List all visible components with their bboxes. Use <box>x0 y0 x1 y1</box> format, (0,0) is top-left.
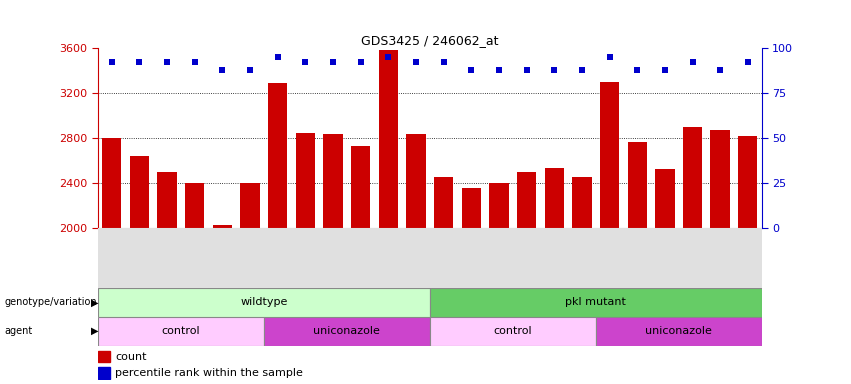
Bar <box>683 127 702 228</box>
Point <box>409 60 423 66</box>
Point <box>686 60 700 66</box>
Bar <box>295 132 315 228</box>
Bar <box>98 288 430 317</box>
Title: GDS3425 / 246062_at: GDS3425 / 246062_at <box>361 34 499 47</box>
Point <box>575 66 589 73</box>
Bar <box>264 317 430 346</box>
Point <box>465 66 478 73</box>
Bar <box>98 317 264 346</box>
Text: control: control <box>162 326 200 336</box>
Point <box>243 66 257 73</box>
Bar <box>596 317 762 346</box>
Bar <box>434 177 454 228</box>
Point <box>603 54 616 60</box>
Bar <box>129 156 149 228</box>
Bar <box>572 177 591 228</box>
Text: uniconazole: uniconazole <box>313 326 380 336</box>
Bar <box>711 130 730 228</box>
Point <box>631 66 644 73</box>
Bar <box>351 146 370 228</box>
Point <box>271 54 284 60</box>
Point <box>492 66 505 73</box>
Point <box>215 66 229 73</box>
Bar <box>240 184 260 228</box>
Bar <box>627 142 647 228</box>
Point <box>437 60 450 66</box>
Bar <box>517 172 536 228</box>
Text: pkl mutant: pkl mutant <box>565 297 626 308</box>
Bar <box>213 225 232 228</box>
Bar <box>406 134 426 228</box>
Bar <box>430 317 596 346</box>
Point <box>741 60 755 66</box>
Text: ▶: ▶ <box>91 297 99 308</box>
Point <box>354 60 368 66</box>
Text: wildtype: wildtype <box>240 297 288 308</box>
Point <box>133 60 146 66</box>
Bar <box>430 288 762 317</box>
Bar <box>655 169 675 228</box>
Point <box>105 60 118 66</box>
Point <box>658 66 671 73</box>
Point <box>299 60 312 66</box>
Text: percentile rank within the sample: percentile rank within the sample <box>115 368 303 378</box>
Bar <box>98 367 110 379</box>
Bar <box>98 351 110 362</box>
Bar <box>157 172 177 228</box>
Bar <box>379 50 398 228</box>
Text: ▶: ▶ <box>91 326 99 336</box>
Text: agent: agent <box>4 326 32 336</box>
Point <box>381 54 395 60</box>
Bar <box>738 136 757 228</box>
Bar <box>600 82 620 228</box>
Point <box>188 60 202 66</box>
Point <box>547 66 561 73</box>
Point <box>713 66 727 73</box>
Point <box>160 60 174 66</box>
Bar <box>545 167 564 228</box>
Bar <box>268 83 288 228</box>
Bar <box>461 188 481 228</box>
Bar <box>323 134 343 228</box>
Bar <box>185 184 204 228</box>
Text: count: count <box>115 352 146 362</box>
Text: uniconazole: uniconazole <box>645 326 712 336</box>
Point <box>520 66 534 73</box>
Text: control: control <box>494 326 532 336</box>
Point <box>326 60 340 66</box>
Text: genotype/variation: genotype/variation <box>4 297 97 308</box>
Bar <box>102 138 122 228</box>
Bar <box>489 184 509 228</box>
